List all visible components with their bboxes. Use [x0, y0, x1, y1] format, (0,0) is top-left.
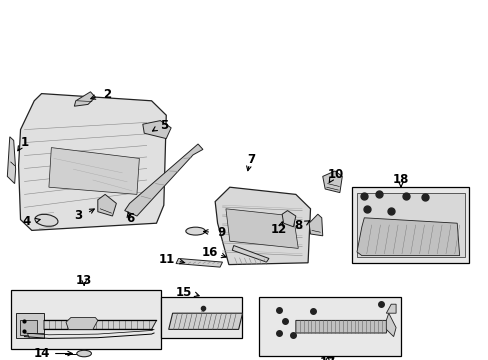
Polygon shape [44, 320, 156, 329]
Text: 11: 11 [159, 253, 175, 266]
Text: 14: 14 [34, 347, 50, 360]
Text: 7: 7 [246, 153, 255, 166]
Text: 1: 1 [21, 136, 29, 149]
Ellipse shape [77, 350, 91, 357]
Bar [11, 290, 161, 349]
Text: 15: 15 [176, 286, 192, 299]
Text: 6: 6 [126, 212, 134, 225]
Polygon shape [386, 313, 395, 337]
Text: 16: 16 [201, 246, 217, 259]
Polygon shape [124, 144, 203, 216]
Polygon shape [168, 313, 242, 329]
Polygon shape [98, 194, 116, 216]
Polygon shape [356, 193, 464, 257]
Polygon shape [16, 313, 44, 338]
Polygon shape [19, 94, 166, 230]
Text: 10: 10 [327, 168, 344, 181]
Polygon shape [49, 148, 139, 194]
Text: 2: 2 [103, 88, 111, 101]
Text: 18: 18 [392, 173, 408, 186]
Text: 17: 17 [319, 356, 335, 360]
Polygon shape [386, 304, 395, 313]
Polygon shape [142, 121, 171, 139]
Text: 12: 12 [270, 224, 286, 237]
Text: 8: 8 [293, 219, 302, 231]
Bar [259, 297, 400, 356]
Polygon shape [27, 333, 44, 338]
Polygon shape [225, 209, 298, 248]
Polygon shape [232, 246, 268, 262]
Polygon shape [7, 137, 16, 184]
Polygon shape [282, 211, 295, 227]
Polygon shape [322, 171, 342, 193]
Text: 13: 13 [76, 274, 92, 287]
Text: 3: 3 [74, 209, 82, 222]
Polygon shape [308, 214, 322, 236]
Polygon shape [356, 218, 459, 256]
Text: 9: 9 [217, 226, 225, 239]
Polygon shape [215, 187, 310, 265]
Text: 5: 5 [160, 119, 168, 132]
Bar [20, 320, 37, 335]
Polygon shape [176, 258, 222, 267]
Bar [161, 297, 242, 338]
Bar [351, 187, 468, 263]
Polygon shape [295, 320, 388, 333]
Polygon shape [66, 318, 98, 329]
Ellipse shape [35, 214, 58, 226]
Ellipse shape [185, 227, 205, 235]
Text: 4: 4 [22, 215, 31, 228]
Polygon shape [74, 92, 95, 106]
